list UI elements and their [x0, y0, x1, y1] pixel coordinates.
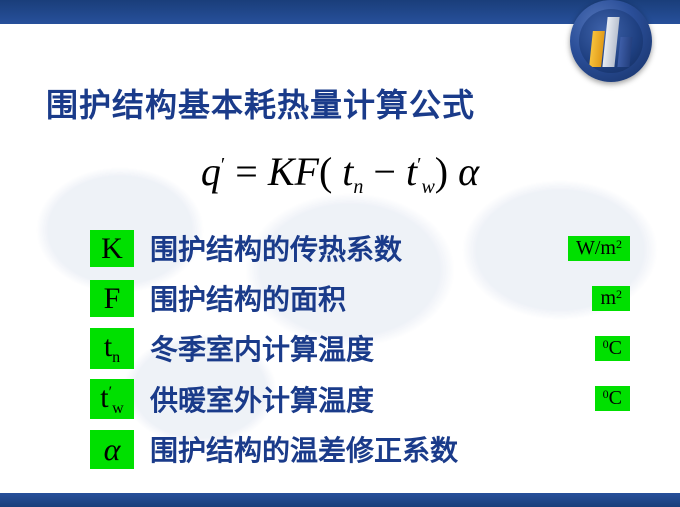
- def-desc: 供暖室外计算温度: [150, 379, 595, 419]
- formula-t2: t: [406, 149, 417, 194]
- slide-logo: [570, 0, 652, 82]
- formula-F: F: [295, 149, 319, 194]
- formula-t1: t: [342, 149, 353, 194]
- formula-space: [448, 149, 458, 194]
- def-row: t′w 供暖室外计算温度 0C: [90, 379, 630, 420]
- formula-prime2: ′: [417, 154, 421, 176]
- formula-sub-w: w: [421, 176, 434, 198]
- formula-rp: ): [435, 149, 448, 194]
- formula-minus: −: [363, 149, 406, 194]
- def-unit: W/m2: [568, 236, 630, 261]
- def-row: tn 冬季室内计算温度 0C: [90, 328, 630, 369]
- formula-q: q: [201, 149, 221, 194]
- def-symbol-F: F: [90, 280, 134, 317]
- formula-sub-n: n: [353, 176, 363, 198]
- def-symbol-alpha: α: [90, 430, 134, 469]
- formula-K: K: [268, 149, 295, 194]
- def-row: F 围护结构的面积 m2: [90, 278, 630, 318]
- def-desc: 冬季室内计算温度: [150, 328, 595, 368]
- formula: q′ = KF( tn − t′w) α: [0, 148, 680, 199]
- formula-lp: (: [319, 149, 332, 194]
- def-unit: m2: [592, 286, 630, 311]
- def-row: K 围护结构的传热系数 W/m2: [90, 228, 630, 268]
- def-symbol-tw: t′w: [90, 379, 134, 420]
- formula-eq: =: [225, 149, 268, 194]
- def-desc: 围护结构的温差修正系数: [150, 429, 630, 469]
- slide-title: 围护结构基本耗热量计算公式: [46, 80, 475, 126]
- def-desc: 围护结构的传热系数: [150, 228, 568, 268]
- def-row: α 围护结构的温差修正系数: [90, 429, 630, 469]
- def-unit: 0C: [595, 386, 630, 411]
- formula-alpha: α: [458, 149, 479, 194]
- definitions-list: K 围护结构的传热系数 W/m2 F 围护结构的面积 m2 tn 冬季室内计算温…: [90, 228, 630, 479]
- def-symbol-tn: tn: [90, 328, 134, 369]
- def-unit: 0C: [595, 336, 630, 361]
- def-symbol-K: K: [90, 230, 134, 267]
- def-desc: 围护结构的面积: [150, 278, 592, 318]
- bottom-bar: [0, 493, 680, 507]
